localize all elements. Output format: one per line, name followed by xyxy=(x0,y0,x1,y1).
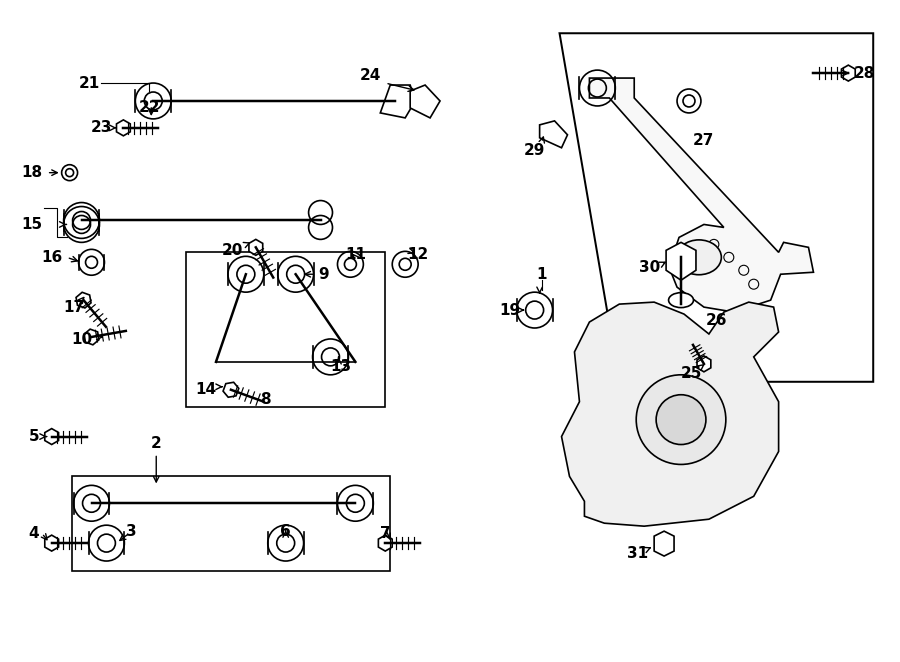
Polygon shape xyxy=(45,535,58,551)
Polygon shape xyxy=(76,293,91,308)
Ellipse shape xyxy=(669,293,694,308)
Text: 5: 5 xyxy=(29,429,39,444)
Text: 13: 13 xyxy=(330,359,351,374)
Text: 16: 16 xyxy=(41,250,62,265)
Polygon shape xyxy=(45,428,58,444)
Text: 12: 12 xyxy=(408,247,428,262)
Polygon shape xyxy=(540,121,568,148)
Text: 24: 24 xyxy=(360,68,381,83)
Text: 14: 14 xyxy=(195,382,217,397)
Bar xyxy=(186,252,385,406)
Text: 19: 19 xyxy=(500,303,520,318)
Text: 3: 3 xyxy=(126,524,137,539)
Text: 30: 30 xyxy=(638,260,660,275)
Text: 21: 21 xyxy=(79,75,100,91)
Text: 4: 4 xyxy=(29,526,39,541)
Text: 27: 27 xyxy=(693,133,715,148)
Text: 22: 22 xyxy=(139,101,160,115)
Polygon shape xyxy=(654,531,674,556)
Text: 2: 2 xyxy=(151,436,162,451)
Polygon shape xyxy=(378,535,392,551)
Text: 20: 20 xyxy=(222,243,244,258)
Polygon shape xyxy=(842,65,855,81)
Text: 29: 29 xyxy=(524,143,545,158)
Polygon shape xyxy=(562,302,778,526)
Polygon shape xyxy=(116,120,130,136)
Polygon shape xyxy=(249,240,263,256)
Text: 7: 7 xyxy=(380,526,391,541)
Polygon shape xyxy=(697,356,711,372)
Text: 8: 8 xyxy=(260,392,271,407)
Polygon shape xyxy=(410,85,440,118)
Polygon shape xyxy=(590,78,814,312)
Circle shape xyxy=(636,375,725,465)
Text: 23: 23 xyxy=(91,120,112,135)
Text: 15: 15 xyxy=(22,217,42,232)
Text: 1: 1 xyxy=(536,267,547,282)
Polygon shape xyxy=(223,382,238,397)
Text: 25: 25 xyxy=(680,366,702,381)
Polygon shape xyxy=(84,329,99,345)
Text: 28: 28 xyxy=(853,66,875,81)
Polygon shape xyxy=(666,242,696,280)
Circle shape xyxy=(656,395,706,444)
Text: 10: 10 xyxy=(71,332,92,348)
Text: 6: 6 xyxy=(280,524,291,539)
Text: 31: 31 xyxy=(626,545,648,561)
Ellipse shape xyxy=(677,240,722,275)
Text: 26: 26 xyxy=(706,312,727,328)
Text: 11: 11 xyxy=(345,247,366,262)
Text: 9: 9 xyxy=(319,267,329,282)
Text: 18: 18 xyxy=(22,165,42,180)
Bar xyxy=(72,477,391,571)
Text: 17: 17 xyxy=(63,300,84,314)
